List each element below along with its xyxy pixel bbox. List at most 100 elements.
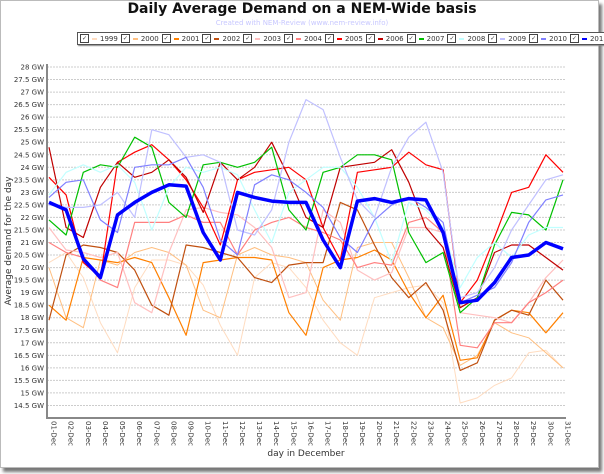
series-line-2008 [48, 164, 563, 289]
y-tick-label: 26 GW [21, 114, 45, 122]
y-tick-label: 24 GW [21, 164, 45, 172]
x-tick-label: 17-Dec [324, 421, 332, 446]
legend-swatch [336, 37, 342, 40]
y-tick-label: 22.5 GW [14, 201, 44, 209]
y-tick-label: 15.5 GW [14, 377, 44, 385]
x-tick-label: 29-Dec [529, 421, 537, 446]
legend-item-2000[interactable]: ✓ 2000 [120, 34, 159, 43]
legend-label: 2001 [181, 34, 200, 43]
x-tick-label: 30-Dec [546, 421, 554, 446]
x-tick-label: 14-Dec [272, 421, 280, 446]
chart-title: Daily Average Demand on a NEM-Wide basis [127, 1, 477, 17]
x-tick-label: 09-Dec [187, 421, 195, 446]
legend-checkbox[interactable]: ✓ [80, 34, 89, 43]
legend-swatch [92, 37, 97, 40]
y-tick-label: 17 GW [21, 339, 45, 347]
x-tick-label: 08-Dec [169, 421, 177, 446]
legend-checkbox[interactable]: ✓ [569, 34, 579, 43]
y-tick-label: 16 GW [21, 364, 45, 372]
x-tick-label: 28-Dec [512, 421, 520, 446]
y-tick-label: 19 GW [21, 289, 45, 297]
y-tick-label: 20.5 GW [14, 252, 44, 260]
legend-swatch [377, 37, 383, 40]
legend-checkbox[interactable]: ✓ [365, 34, 375, 43]
legend-checkbox[interactable]: ✓ [324, 34, 334, 43]
legend-item-2002[interactable]: ✓ 2002 [202, 34, 240, 43]
legend-swatch [214, 37, 220, 40]
legend-item-2005[interactable]: ✓ 2005 [324, 34, 363, 43]
y-tick-label: 22 GW [21, 214, 45, 222]
legend-label: 2004 [304, 34, 322, 43]
x-axis-label: day in December [267, 449, 344, 459]
series-line-2002 [48, 201, 564, 371]
x-tick-label: 13-Dec [255, 421, 263, 446]
legend-swatch [173, 37, 179, 40]
legend-item-1999[interactable]: ✓ 1999 [80, 34, 118, 43]
legend-label: 2002 [222, 34, 241, 43]
series-line-2004 [48, 214, 564, 349]
series-line-2011 [48, 183, 564, 305]
legend-checkbox[interactable]: ✓ [529, 34, 539, 43]
legend-item-2006[interactable]: ✓ 2006 [365, 34, 404, 43]
series-line-2009 [48, 98, 564, 299]
y-tick-label: 21.5 GW [14, 226, 44, 234]
legend-swatch [459, 37, 465, 40]
y-tick-label: 18 GW [21, 314, 45, 322]
legend-checkbox[interactable]: ✓ [284, 34, 294, 43]
series-lines [48, 98, 564, 404]
legend-swatch [500, 37, 506, 40]
legend-item-2010[interactable]: ✓ 2010 [529, 34, 567, 43]
legend-swatch [418, 37, 424, 40]
legend-checkbox[interactable]: ✓ [488, 34, 498, 43]
x-tick-label: 27-Dec [495, 421, 503, 446]
legend-swatch [581, 37, 587, 40]
x-tick-label: 26-Dec [478, 421, 486, 446]
legend-item-2009[interactable]: ✓ 2009 [488, 34, 526, 43]
x-tick-label: 15-Dec [289, 421, 297, 446]
legend-checkbox[interactable]: ✓ [447, 34, 457, 43]
legend-item-2008[interactable]: ✓ 2008 [447, 34, 485, 43]
legend-item-2004[interactable]: ✓ 2004 [284, 34, 322, 43]
x-tick-label: 03-Dec [84, 421, 92, 446]
y-tick-label: 26.5 GW [14, 101, 44, 109]
legend-checkbox[interactable]: ✓ [243, 34, 253, 43]
legend-label: 2006 [385, 34, 404, 43]
legend-label: 2008 [467, 34, 486, 43]
x-tick-label: 20-Dec [375, 421, 383, 446]
legend-label: 2000 [140, 34, 159, 43]
x-tick-label: 24-Dec [444, 421, 452, 446]
x-tick-label: 23-Dec [426, 421, 434, 446]
legend-checkbox[interactable]: ✓ [202, 34, 212, 43]
gridlines [47, 66, 566, 406]
x-tick-label: 22-Dec [409, 421, 417, 446]
x-tick-label: 10-Dec [204, 421, 212, 446]
legend-item-2003[interactable]: ✓ 2003 [243, 34, 281, 43]
legend-label: 2007 [426, 34, 445, 43]
legend-swatch [255, 37, 261, 40]
legend-checkbox[interactable]: ✓ [120, 34, 130, 43]
y-tick-label: 15 GW [21, 389, 45, 397]
y-tick-label: 17.5 GW [14, 327, 44, 335]
legend-checkbox[interactable]: ✓ [406, 34, 416, 43]
y-tick-label: 24.5 GW [14, 151, 44, 159]
x-tick-label: 18-Dec [341, 421, 349, 446]
legend-item-2001[interactable]: ✓ 2001 [161, 34, 200, 43]
series-line-2010 [48, 156, 564, 304]
chart-subtitle: Created with NEM-Review (www.nem-review.… [215, 19, 389, 27]
legend-checkbox[interactable]: ✓ [161, 34, 171, 43]
x-tick-label: 16-Dec [307, 421, 315, 446]
legend-swatch [296, 37, 302, 40]
y-tick-label: 16.5 GW [14, 352, 44, 360]
x-tick-label: 19-Dec [358, 421, 366, 446]
y-tick-label: 23.5 GW [14, 176, 44, 184]
legend-label: 2010 [549, 34, 567, 43]
y-tick-label: 25 GW [21, 139, 45, 147]
x-tick-label: 21-Dec [392, 421, 400, 446]
y-tick-label: 21 GW [21, 239, 45, 247]
y-tick-label: 28 GW [21, 64, 45, 72]
x-tick-label: 04-Dec [101, 421, 109, 446]
chart-frame [0, 0, 599, 468]
legend-item-2007[interactable]: ✓ 2007 [406, 34, 445, 43]
